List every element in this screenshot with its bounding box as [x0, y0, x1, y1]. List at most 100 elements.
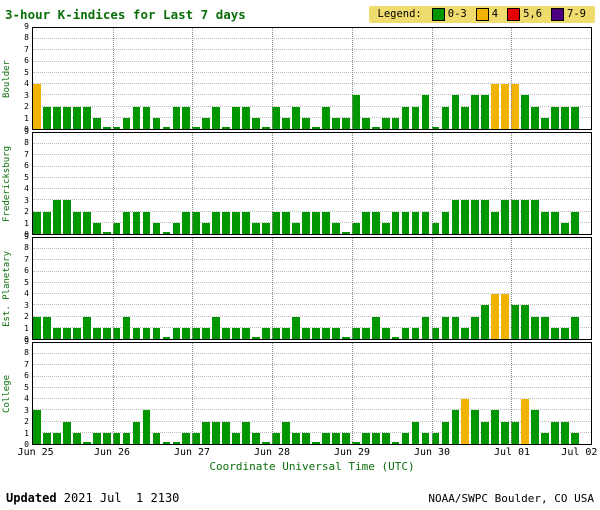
x-axis-title: Coordinate Universal Time (UTC)	[209, 460, 415, 473]
k-index-bar	[272, 211, 280, 234]
k-index-bar	[252, 222, 260, 234]
h-gridline	[33, 165, 591, 167]
h-gridline	[33, 154, 591, 156]
y-tick-label: 2	[24, 207, 29, 217]
k-index-bar	[182, 432, 191, 444]
h-gridline	[33, 94, 591, 96]
k-index-bar	[551, 327, 559, 339]
h-gridline	[33, 116, 591, 118]
k-index-bar	[521, 399, 530, 444]
y-tick-label: 2	[24, 102, 29, 112]
k-index-bar	[42, 316, 51, 339]
y-tick-label: 0	[24, 335, 29, 344]
k-index-bar	[551, 106, 559, 129]
k-index-bar	[421, 211, 430, 234]
h-gridline	[33, 259, 591, 261]
k-index-bar	[222, 127, 231, 129]
legend-item-label: 0-3	[447, 8, 467, 20]
k-index-bar	[561, 327, 569, 339]
x-tick-label: Jun 28	[253, 447, 291, 458]
k-index-bar	[252, 117, 260, 129]
k-index-bar	[481, 95, 490, 129]
day-boundary-gridline	[112, 238, 114, 339]
chart-header: 3-hour K-indices for Last 7 days Legend:…	[0, 0, 600, 25]
k-index-bar	[82, 106, 91, 129]
k-index-bar	[192, 127, 201, 129]
h-gridline	[33, 49, 591, 51]
k-index-bar	[142, 410, 151, 444]
k-index-bar	[122, 432, 131, 444]
k-index-bar	[391, 442, 400, 444]
k-index-bar	[351, 442, 360, 444]
k-index-bar	[62, 327, 71, 339]
panel-label-text: Est. Planetary	[1, 250, 12, 327]
legend-item-label: 4	[491, 8, 499, 20]
k-index-bar	[441, 316, 450, 339]
k-index-bar	[571, 432, 579, 444]
k-index-bar	[501, 421, 510, 444]
k-index-bar	[312, 442, 320, 444]
day-boundary-gridline	[511, 133, 513, 234]
k-index-bar	[381, 222, 390, 234]
k-index-bar	[501, 294, 510, 339]
x-tick-label: Jun 29	[333, 447, 371, 458]
k-index-bar	[371, 432, 380, 444]
k-index-bar	[152, 432, 161, 444]
k-index-bar	[92, 117, 101, 129]
k-index-bar	[391, 211, 400, 234]
purple-range-swatch-icon	[551, 7, 565, 21]
k-index-bar	[511, 421, 520, 444]
credit-text: NOAA/SWPC Boulder, CO USA	[428, 492, 594, 505]
k-index-bar	[491, 410, 500, 444]
k-index-bar	[312, 127, 320, 129]
k-index-bar	[421, 432, 430, 444]
k-index-bar	[272, 106, 280, 129]
k-index-bar	[381, 117, 390, 129]
k-index-bar	[202, 117, 211, 129]
k-index-bar	[531, 410, 539, 444]
y-tick-label: 4	[24, 289, 29, 299]
red-range-swatch-icon	[507, 7, 521, 21]
day-boundary-gridline	[272, 343, 274, 444]
k-index-bar	[262, 327, 270, 339]
k-index-bar	[292, 432, 300, 444]
k-index-bar	[401, 327, 410, 339]
k-index-bar	[531, 200, 539, 234]
updated-timestamp: Updated 2021 Jul 1 2130	[6, 491, 179, 505]
h-gridline	[33, 270, 591, 272]
k-index-bar	[321, 211, 330, 234]
k-index-bar	[451, 200, 460, 234]
legend-item-green: 0-3	[431, 7, 467, 21]
y-tick-label: 2	[24, 312, 29, 322]
k-index-bar	[192, 432, 201, 444]
chart-footer: Updated 2021 Jul 1 2130 NOAA/SWPC Boulde…	[6, 491, 594, 505]
k-index-bar	[33, 316, 41, 339]
k-index-bar	[341, 232, 350, 234]
updated-value: 2021 Jul 1 2130	[56, 491, 180, 505]
h-gridline	[33, 431, 591, 433]
k-index-bar	[92, 222, 101, 234]
k-index-bar	[212, 106, 221, 129]
y-tick-label: 6	[24, 161, 29, 171]
h-gridline	[33, 315, 591, 317]
y-tick-label: 5	[24, 67, 29, 77]
k-index-bar	[471, 200, 480, 234]
k-index-bar	[252, 432, 260, 444]
k-index-bar	[162, 337, 171, 339]
k-index-bar	[551, 421, 559, 444]
h-gridline	[33, 105, 591, 107]
k-index-bar	[132, 327, 141, 339]
k-index-bar	[521, 95, 530, 129]
y-tick-label: 7	[24, 359, 29, 369]
yellow-range-swatch-icon	[475, 7, 489, 21]
x-axis-ticks: Jun 25 Jun 26 Jun 27 Jun 28 Jun 29 Jun 30 Jul …	[18, 447, 598, 459]
k-index-bar	[321, 327, 330, 339]
y-tick-label: 9	[24, 22, 29, 31]
y-tick-label: 4	[24, 394, 29, 404]
k-index-bar	[202, 327, 211, 339]
day-boundary-gridline	[192, 28, 194, 129]
